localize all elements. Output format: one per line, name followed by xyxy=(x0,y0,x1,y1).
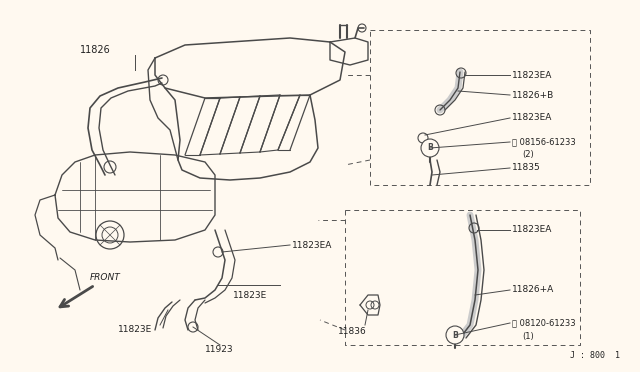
Text: FRONT: FRONT xyxy=(90,273,121,282)
Text: 11823E: 11823E xyxy=(118,326,152,334)
Text: B: B xyxy=(427,144,433,153)
Text: (2): (2) xyxy=(522,151,534,160)
Text: 11923: 11923 xyxy=(205,346,234,355)
Text: 11836: 11836 xyxy=(338,327,367,337)
Text: (1): (1) xyxy=(522,331,534,340)
Text: 11835: 11835 xyxy=(512,164,541,173)
Text: 11823EA: 11823EA xyxy=(512,113,552,122)
Text: 11823EA: 11823EA xyxy=(512,225,552,234)
Text: 11826+A: 11826+A xyxy=(512,285,554,295)
Text: 11823EA: 11823EA xyxy=(292,241,332,250)
Circle shape xyxy=(421,139,439,157)
Text: 11823EA: 11823EA xyxy=(512,71,552,80)
Text: 11826: 11826 xyxy=(80,45,111,55)
Text: B: B xyxy=(452,330,458,340)
Text: J : 800  1: J : 800 1 xyxy=(570,351,620,360)
Text: Ⓑ 08156-61233: Ⓑ 08156-61233 xyxy=(512,138,576,147)
Circle shape xyxy=(446,326,464,344)
Text: Ⓑ 08120-61233: Ⓑ 08120-61233 xyxy=(512,318,575,327)
Text: 11826+B: 11826+B xyxy=(512,90,554,99)
Text: 11823E: 11823E xyxy=(233,291,268,299)
